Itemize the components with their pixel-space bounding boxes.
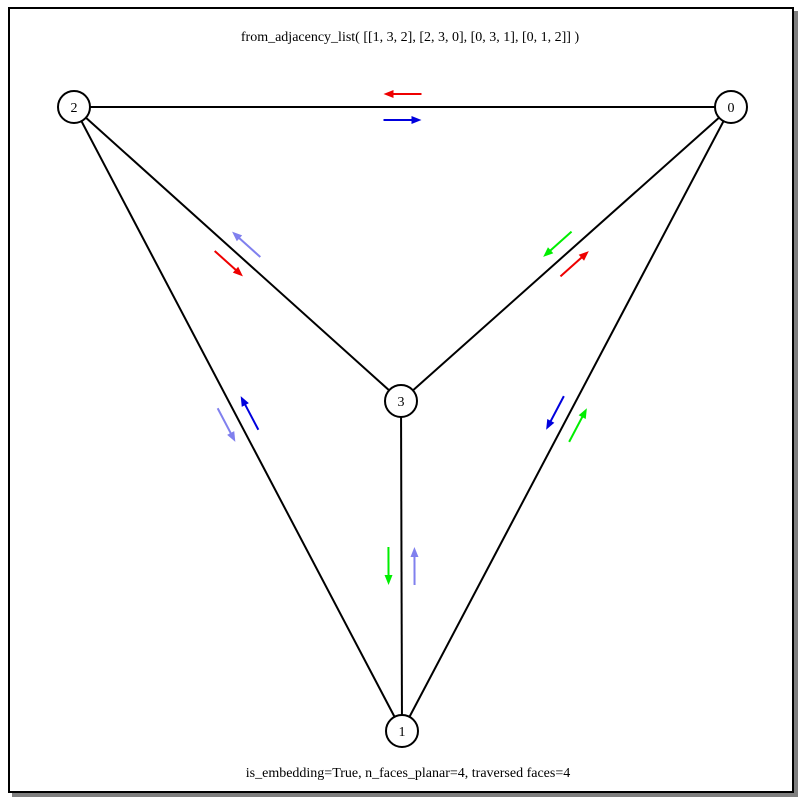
- face-arrow-0-3: [543, 230, 573, 257]
- node-label-2: 2: [71, 101, 78, 116]
- node-3: 3: [384, 384, 418, 418]
- edge-2-1: [73, 106, 403, 732]
- face-arrow-0-2: [383, 90, 422, 98]
- node-2: 2: [57, 90, 91, 124]
- node-0: 0: [714, 90, 748, 124]
- face-arrow-2-0: [383, 116, 422, 124]
- nodes-layer: 0 1 2 3: [57, 90, 748, 748]
- face-arrow-0-1: [546, 395, 565, 430]
- node-label-1: 1: [399, 725, 406, 740]
- face-arrow-3-2: [232, 231, 261, 258]
- face-arrow-3-1: [384, 547, 393, 586]
- edge-3-1: [400, 400, 403, 732]
- face-arrow-1-3: [410, 546, 419, 585]
- face-arrow-2-1: [216, 407, 236, 442]
- frame-shadow-right: [794, 11, 798, 797]
- face-arrow-1-0: [568, 408, 587, 443]
- diagram-title: from_adjacency_list( [[1, 3, 2], [2, 3, …: [241, 30, 580, 45]
- face-arrow-3-0: [559, 251, 589, 278]
- node-1: 1: [385, 714, 419, 748]
- node-label-3: 3: [398, 395, 405, 410]
- node-label-0: 0: [728, 101, 735, 116]
- edges-layer: [73, 106, 732, 732]
- edge-3-0: [400, 106, 732, 402]
- diagram-footer: is_embedding=True, n_faces_planar=4, tra…: [246, 766, 570, 781]
- edge-2-3: [73, 106, 402, 402]
- edge-1-0: [401, 106, 732, 732]
- frame-shadow-bottom: [12, 793, 798, 797]
- face-arrow-2-3: [214, 250, 243, 277]
- face-arrow-1-2: [240, 396, 260, 431]
- face-arrows-layer: [214, 90, 589, 586]
